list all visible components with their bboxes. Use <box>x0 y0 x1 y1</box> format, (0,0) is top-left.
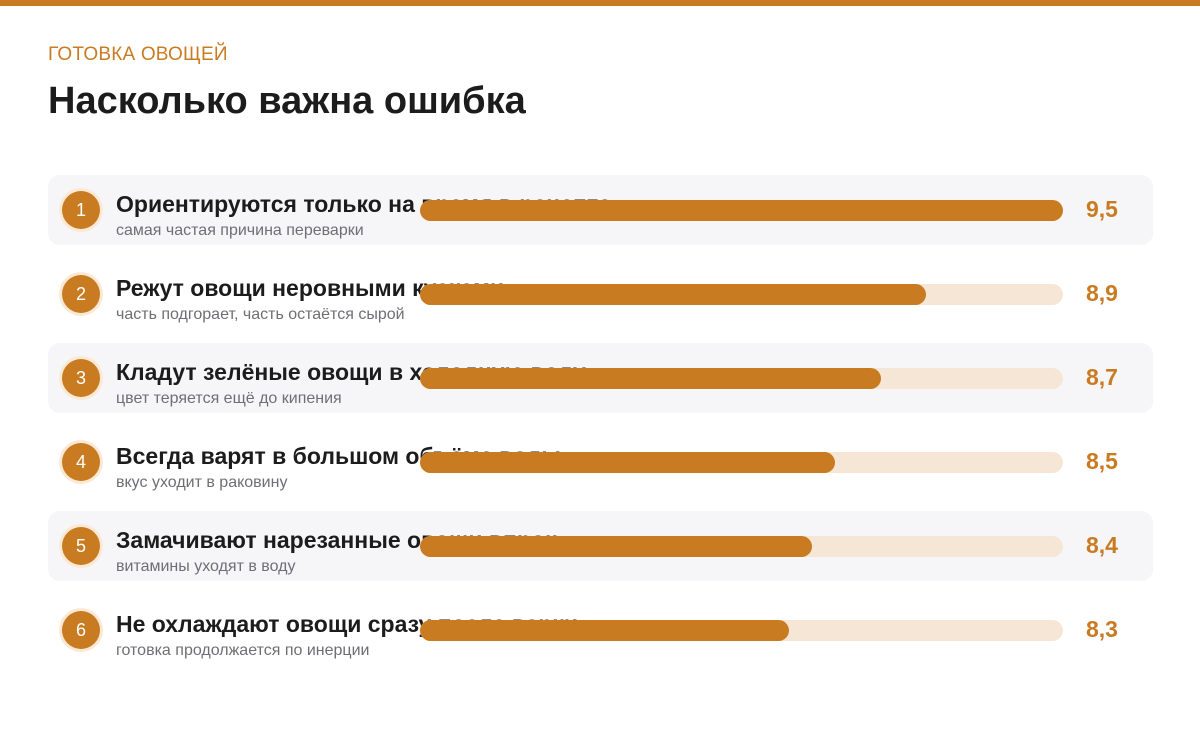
ranking-list: 1 Ориентируются только на время в рецепте… <box>48 175 1153 679</box>
rank-badge: 6 <box>62 611 100 649</box>
page-title: Насколько важна ошибка <box>48 80 526 122</box>
row-subtitle: вкус уходит в раковину <box>116 474 288 491</box>
bar <box>420 452 835 473</box>
bar <box>420 368 881 389</box>
row-subtitle: самая частая причина переварки <box>116 222 364 239</box>
table-row: 5 Замачивают нарезанные овощи впрок витами… <box>48 511 1153 581</box>
bar <box>420 200 1063 221</box>
table-row: 4 Всегда варят в большом объёме воды вкус … <box>48 427 1153 497</box>
bar-track <box>420 452 1063 473</box>
bar <box>420 284 927 305</box>
page-kicker: ГОТОВКА ОВОЩЕЙ <box>48 44 228 65</box>
rank-badge: 5 <box>62 527 100 565</box>
bar-track <box>420 368 1063 389</box>
table-row: 6 Не охлаждают овощи сразу после варки гот… <box>48 595 1153 665</box>
data-label: 8,9 <box>1086 280 1118 306</box>
rank-badge: 4 <box>62 443 100 481</box>
row-subtitle: часть подгорает, часть остаётся сырой <box>116 306 405 323</box>
data-label: 8,7 <box>1086 364 1118 390</box>
data-label: 9,5 <box>1086 196 1118 222</box>
bar <box>420 620 790 641</box>
row-subtitle: цвет теряется ещё до кипения <box>116 390 342 407</box>
bar-track <box>420 200 1063 221</box>
rank-badge: 3 <box>62 359 100 397</box>
bar-track <box>420 284 1063 305</box>
table-row: 3 Кладут зелёные овощи в холодную воду цве… <box>48 343 1153 413</box>
top-accent-bar <box>0 0 1200 6</box>
row-subtitle: витамины уходят в воду <box>116 558 296 575</box>
rank-badge: 1 <box>62 191 100 229</box>
bar-track <box>420 620 1063 641</box>
row-subtitle: готовка продолжается по инерции <box>116 642 370 659</box>
data-label: 8,4 <box>1086 532 1118 558</box>
table-row: 1 Ориентируются только на время в рецепте… <box>48 175 1153 245</box>
data-label: 8,5 <box>1086 448 1118 474</box>
data-label: 8,3 <box>1086 616 1118 642</box>
bar-track <box>420 536 1063 557</box>
bar <box>420 536 813 557</box>
rank-badge: 2 <box>62 275 100 313</box>
table-row: 2 Режут овощи неровными кусками часть подг… <box>48 259 1153 329</box>
